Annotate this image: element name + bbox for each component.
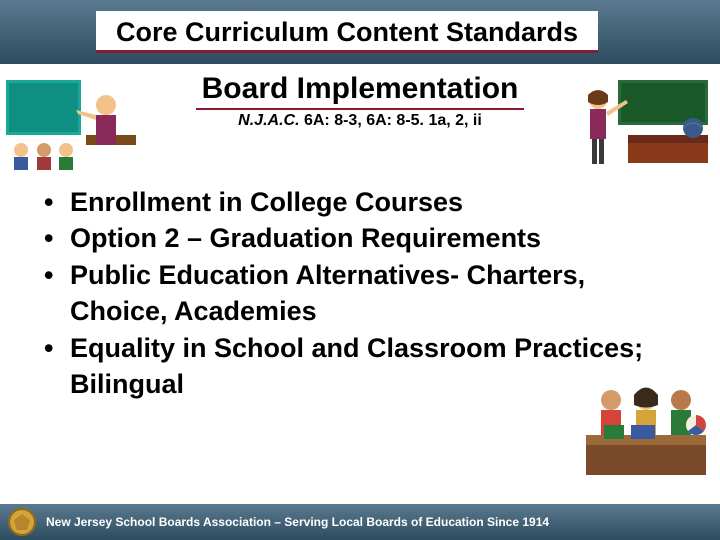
footer-logo-icon <box>8 508 36 536</box>
list-item: Option 2 – Graduation Requirements <box>44 220 684 256</box>
footer-band: New Jersey School Boards Association – S… <box>0 504 720 540</box>
list-item: Equality in School and Classroom Practic… <box>44 330 684 403</box>
list-item: Public Education Alternatives- Charters,… <box>44 257 684 330</box>
title-box: Core Curriculum Content Standards <box>96 11 598 53</box>
clipart-teacher-students-icon <box>6 80 136 170</box>
clipart-teacher-desk-icon <box>578 80 708 170</box>
header-band: Core Curriculum Content Standards <box>0 0 720 64</box>
footer-text: New Jersey School Boards Association – S… <box>46 515 549 529</box>
bullet-list: Enrollment in College Courses Option 2 –… <box>44 184 684 403</box>
list-item: Enrollment in College Courses <box>44 184 684 220</box>
citation-rest: 6A: 8-3, 6A: 8-5. 1a, 2, ii <box>300 112 482 129</box>
slide-title: Core Curriculum Content Standards <box>116 17 578 48</box>
slide-subtitle: Board Implementation <box>196 72 525 110</box>
citation-italic: N.J.A.C. <box>238 112 299 129</box>
